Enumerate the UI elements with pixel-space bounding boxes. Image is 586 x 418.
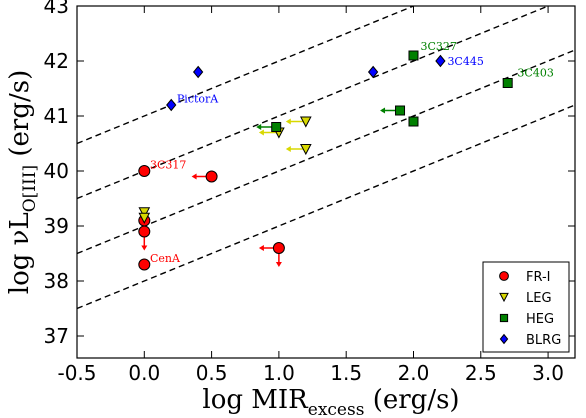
x-axis-title: log MIRexcess (erg/s) (202, 385, 459, 418)
dashed-line-1 (77, 6, 416, 145)
legend-marker-heg (499, 313, 509, 323)
legend-marker-blrg (499, 333, 509, 345)
legend-marker-fr-i (499, 271, 509, 281)
y-tick-label: 40 (44, 159, 69, 183)
x-tick-label: 2.0 (398, 361, 430, 385)
legend-box (482, 261, 570, 353)
blrg-point-4 (435, 54, 446, 68)
x-tick-label: 0.5 (196, 361, 228, 385)
y-tick-label: 37 (44, 324, 69, 348)
leg-point-1 (138, 207, 151, 219)
legend: FR-I LEG HEG BLRG (482, 261, 570, 353)
annotation-3c403: 3C403 (517, 66, 553, 79)
heg-point-5 (271, 122, 282, 132)
heg-point-3 (395, 105, 406, 116)
blrg-point-2 (166, 98, 177, 112)
annotation-3c317: 3C317 (150, 158, 186, 171)
leg-x-limit-arrow-5-head (285, 146, 291, 152)
y-tick-label: 42 (44, 49, 69, 73)
annotation-pictora: PictorA (177, 92, 219, 105)
fr-i-point-6 (272, 242, 285, 254)
heg-point-1 (408, 50, 419, 61)
y-axis-title: log νLO[III] (erg/s) (5, 70, 40, 294)
legend-label-leg: LEG (526, 291, 552, 306)
annotation-3c445: 3C445 (447, 55, 483, 68)
x-tick-label: 1.5 (330, 361, 362, 385)
x-tick-label: 3.0 (532, 361, 564, 385)
fr-i-y-limit-arrow-6-head (275, 262, 282, 267)
y-tick-label: 41 (44, 104, 69, 128)
x-tick-label: 0.0 (128, 361, 160, 385)
fr-i-point-1 (138, 165, 151, 177)
x-axis-title-subscript: excess (308, 400, 365, 418)
x-axis-title-main: log MIR (202, 385, 309, 415)
fr-i-point-4 (138, 225, 151, 238)
fr-i-x-limit-arrow-2-head (191, 173, 197, 180)
y-tick-label: 43 (44, 0, 69, 18)
annotation-cena: CenA (150, 252, 181, 265)
leg-x-limit-arrow-4-head (285, 118, 291, 125)
heg-x-limit-arrow-3-head (380, 107, 386, 114)
fr-i-point-5 (138, 258, 151, 271)
y-tick-label: 39 (44, 214, 69, 238)
y-axis-title-main: log νL (5, 212, 35, 294)
heg-point-4 (408, 116, 419, 127)
y-axis-title-subscript: O[III] (20, 165, 40, 212)
dashed-line-3 (77, 49, 575, 255)
annotation-3c327: 3C327 (421, 40, 457, 53)
blrg-point-1 (192, 65, 204, 79)
fr-i-y-limit-arrow-4-head (141, 245, 148, 251)
x-tick-label: 1.0 (263, 361, 295, 385)
fr-i-x-limit-arrow-6-head (258, 245, 264, 251)
heg-point-2 (502, 78, 513, 88)
legend-label-blrg: BLRG (526, 333, 561, 348)
legend-label-fr-i: FR-I (526, 270, 551, 285)
legend-label-heg: HEG (526, 312, 554, 327)
y-tick-label: 38 (44, 269, 69, 293)
x-axis-title-tail: (erg/s) (364, 385, 459, 415)
y-axis-title-tail: (erg/s) (5, 70, 35, 165)
axes: -0.5 0.0 0.5 1.0 1.5 2.0 2.5 3.0 37 38 39 40 41 42 43 l… (5, 0, 576, 418)
leg-point-4 (299, 116, 312, 128)
plot-frame (76, 5, 576, 359)
legend-marker-leg (499, 292, 509, 303)
leg-point-2 (138, 212, 151, 224)
x-tick-label: -0.5 (57, 361, 96, 385)
fr-i-point-2 (205, 170, 218, 183)
leg-x-limit-arrow-3-head (258, 129, 264, 136)
x-tick-label: 2.5 (465, 361, 497, 385)
plot-area: 3C317 CenA PictorA 3C327 3C445 3C403 (77, 6, 575, 310)
heg-x-limit-arrow-5-head (256, 124, 262, 130)
leg-point-5 (299, 144, 312, 156)
blrg-point-3 (367, 65, 379, 79)
